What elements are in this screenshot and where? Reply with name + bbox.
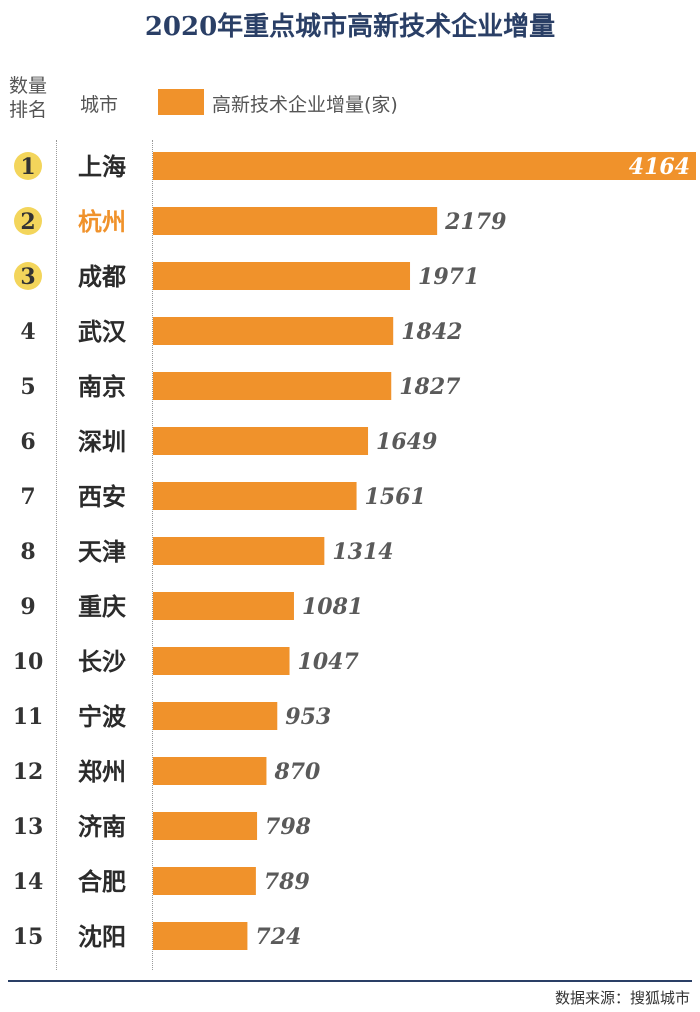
bar-12 bbox=[153, 757, 267, 785]
bar-5 bbox=[153, 372, 392, 400]
bar-8 bbox=[153, 537, 325, 565]
bar-7 bbox=[153, 482, 357, 510]
bar-3 bbox=[153, 262, 411, 290]
value-label-11: 953 bbox=[285, 704, 331, 730]
rank-header: 数量 排名 bbox=[4, 74, 52, 122]
city-label-12: 郑州 bbox=[78, 757, 126, 786]
rank-header-line1: 数量 bbox=[8, 75, 47, 97]
rank-label-11: 11 bbox=[13, 704, 44, 730]
legend-label: 高新技术企业增量(家) bbox=[212, 94, 398, 116]
rank-label-6: 6 bbox=[20, 429, 35, 455]
city-label-6: 深圳 bbox=[78, 427, 126, 456]
rank-label-1: 1 bbox=[20, 154, 35, 180]
city-label-8: 天津 bbox=[78, 537, 126, 566]
rank-badge-3 bbox=[14, 262, 42, 290]
chart-title: 2020年重点城市高新技术企业增量 bbox=[144, 12, 556, 42]
value-label-6: 1649 bbox=[376, 429, 437, 455]
value-label-14: 789 bbox=[264, 869, 310, 895]
rank-label-8: 8 bbox=[20, 539, 35, 565]
rank-label-9: 9 bbox=[20, 594, 35, 620]
city-label-1: 上海 bbox=[78, 152, 126, 181]
value-label-8: 1314 bbox=[332, 539, 393, 565]
rank-label-5: 5 bbox=[20, 374, 35, 400]
city-label-3: 成都 bbox=[78, 262, 126, 291]
value-label-7: 1561 bbox=[365, 484, 426, 510]
city-label-7: 西安 bbox=[78, 482, 126, 511]
source-note: 数据来源：搜狐城市 bbox=[554, 989, 690, 1007]
rank-label-4: 4 bbox=[20, 319, 35, 345]
legend-swatch bbox=[158, 89, 204, 115]
value-label-15: 724 bbox=[255, 924, 301, 950]
city-label-4: 武汉 bbox=[78, 317, 127, 346]
city-label-5: 南京 bbox=[78, 372, 126, 401]
footer-rule bbox=[8, 980, 692, 982]
city-label-14: 合肥 bbox=[78, 867, 126, 896]
axis-baseline bbox=[152, 140, 153, 970]
rank-label-13: 13 bbox=[13, 814, 44, 840]
rank-label-12: 12 bbox=[13, 759, 44, 785]
value-label-13: 798 bbox=[265, 814, 311, 840]
rank-label-14: 14 bbox=[13, 869, 44, 895]
rank-label-2: 2 bbox=[20, 209, 35, 235]
rank-badge-2 bbox=[14, 207, 42, 235]
bar-14 bbox=[153, 867, 256, 895]
rank-badge-1 bbox=[14, 152, 42, 180]
rank-label-15: 15 bbox=[13, 924, 44, 950]
rank-label-3: 3 bbox=[20, 264, 35, 290]
value-label-3: 1971 bbox=[418, 264, 479, 290]
value-label-10: 1047 bbox=[298, 649, 360, 675]
bar-9 bbox=[153, 592, 294, 620]
bar-1 bbox=[153, 152, 696, 180]
city-label-9: 重庆 bbox=[78, 592, 126, 621]
bar-11 bbox=[153, 702, 278, 730]
value-label-5: 1827 bbox=[399, 374, 461, 400]
bar-6 bbox=[153, 427, 369, 455]
value-label-9: 1081 bbox=[302, 594, 363, 620]
bar-13 bbox=[153, 812, 258, 840]
city-label-10: 长沙 bbox=[78, 647, 126, 676]
rank-label-7: 7 bbox=[20, 484, 35, 510]
bar-10 bbox=[153, 647, 290, 675]
city-header: 城市 bbox=[80, 94, 119, 116]
city-label-2: 杭州 bbox=[78, 207, 126, 236]
city-label-15: 沈阳 bbox=[78, 922, 126, 951]
value-label-4: 1842 bbox=[401, 319, 462, 345]
bar-4 bbox=[153, 317, 394, 345]
city-label-11: 宁波 bbox=[78, 702, 127, 731]
rank-header-line2: 排名 bbox=[8, 99, 47, 121]
rank-label-10: 10 bbox=[13, 649, 44, 675]
rank-divider bbox=[56, 140, 57, 970]
value-label-12: 870 bbox=[273, 759, 321, 785]
bar-2 bbox=[153, 207, 438, 235]
value-label-1: 4164 bbox=[629, 154, 690, 180]
bar-15 bbox=[153, 922, 248, 950]
value-label-2: 2179 bbox=[444, 209, 506, 235]
city-label-13: 济南 bbox=[78, 812, 126, 841]
